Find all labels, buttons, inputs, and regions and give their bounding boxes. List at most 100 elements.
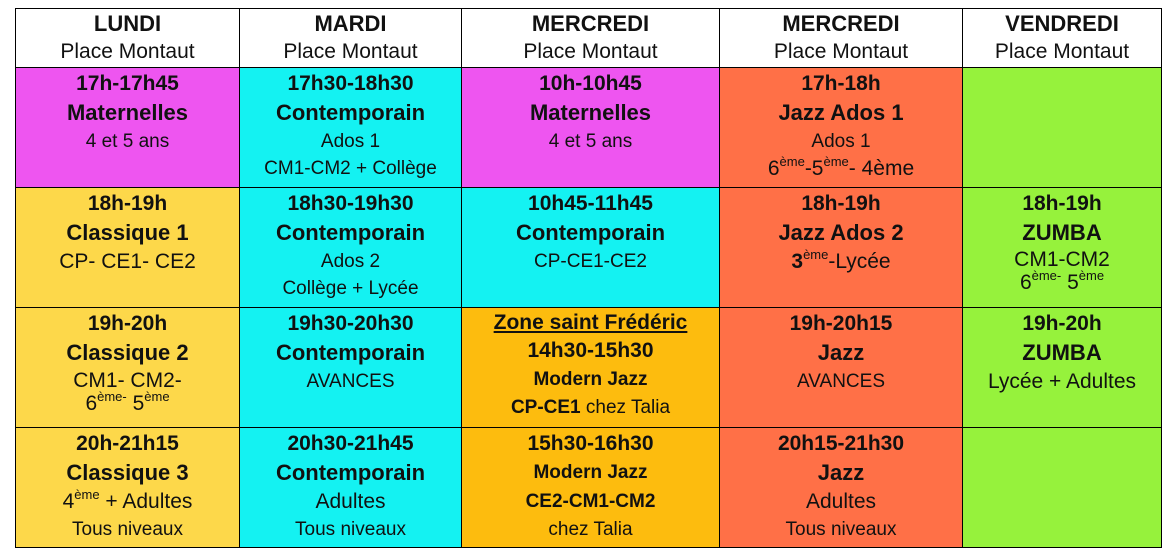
schedule-row: 17h-17h45 Maternelles 4 et 5 ans 17h30-1… [15,67,1162,189]
class-grade: 4ème + Adultes [62,487,193,514]
zone-title: Zone saint Frédéric [493,311,688,335]
header-row: LUNDI Place Montaut MARDI Place Montaut … [15,7,1162,69]
class-cell: 10h-10h45 Maternelles 4 et 5 ans [461,67,720,189]
class-level: Adultes [805,490,877,514]
class-time: 19h-20h [1022,312,1102,336]
class-time: 17h-18h [801,72,881,96]
class-level-detail: Tous niveaux [72,519,183,541]
class-time: 10h-10h45 [539,72,642,96]
class-level: CP-CE1 chez Talia [510,397,671,419]
class-level: Lycée + Adultes [987,370,1137,394]
class-name: Classique 1 [66,220,189,246]
class-cell: 15h30-16h30 Modern Jazz CE2-CM1-CM2 chez… [461,427,720,548]
class-level: Adultes [315,490,386,514]
class-time: 20h15-21h30 [777,432,905,456]
class-time: 17h30-18h30 [287,72,414,96]
class-time: 18h-19h [87,192,168,216]
day-name: MERCREDI [782,11,900,36]
class-time: 19h-20h15 [789,312,893,336]
class-time: 20h30-21h45 [287,432,414,456]
class-name: Contemporain [275,460,426,486]
class-name: ZUMBA [1022,220,1102,246]
class-level: AVANCES [306,371,395,393]
class-cell: 10h45-11h45 Contemporain CP-CE1-CE2 [461,187,720,309]
empty-cell [962,67,1162,189]
class-name: Classique 3 [66,460,189,486]
day-place: Place Montaut [523,40,658,63]
class-name: Jazz Ados 2 [778,220,904,246]
class-time: 14h30-15h30 [527,339,654,363]
class-name: Contemporain [275,220,426,246]
class-time: 20h-21h15 [76,432,179,456]
class-cell: 17h-18h Jazz Ados 1 Ados 1 6ème-5ème- 4è… [719,67,963,189]
class-level-detail: Tous niveaux [295,519,406,541]
class-grade: 6ème- 5ème [85,389,170,416]
day-name: MERCREDI [531,11,650,36]
class-grade: 3ème-Lycée [791,247,891,274]
class-cell: Zone saint Frédéric 14h30-15h30 Modern J… [461,307,720,429]
day-name: VENDREDI [1005,11,1119,36]
class-name: Contemporain [275,100,426,126]
schedule-row: 19h-20h Classique 2 CM1- CM2- 6ème- 5ème… [15,307,1162,429]
class-cell: 20h-21h15 Classique 3 4ème + Adultes Tou… [15,427,240,548]
class-cell: 20h30-21h45 Contemporain Adultes Tous ni… [239,427,462,548]
class-level: CM1-CM2 [1014,248,1110,272]
class-level-detail: Tous niveaux [785,519,897,541]
class-level: CE2-CM1-CM2 [525,491,656,513]
class-name: Modern Jazz [533,369,648,391]
class-name: Classique 2 [66,340,189,366]
class-name: Maternelles [66,100,189,126]
day-place: Place Montaut [60,40,195,63]
class-level: CP-CE1-CE2 [534,251,647,273]
class-name: Jazz [817,340,865,366]
class-level: CP- CE1- CE2 [59,250,196,274]
header-lundi: LUNDI Place Montaut [15,7,240,69]
class-name: Contemporain [275,340,426,366]
header-mercredi-1: MERCREDI Place Montaut [461,7,720,69]
class-level: CM1- CM2- [73,369,182,393]
class-level: AVANCES [797,371,885,393]
class-grade: 6ème-5ème- 4ème [767,154,915,181]
class-level-detail: chez Talia [548,519,633,541]
class-cell: 19h-20h15 Jazz AVANCES [719,307,963,429]
class-cell: 18h30-19h30 Contemporain Ados 2 Collège … [239,187,462,309]
class-cell: 18h-19h Classique 1 CP- CE1- CE2 [15,187,240,309]
class-time: 19h30-20h30 [287,312,414,336]
class-cell: 17h30-18h30 Contemporain Ados 1 CM1-CM2 … [239,67,462,189]
class-cell: 18h-19h Jazz Ados 2 3ème-Lycée [719,187,963,309]
schedule-row: 18h-19h Classique 1 CP- CE1- CE2 18h30-1… [15,187,1162,309]
class-time: 19h-20h [87,312,168,336]
class-cell: 18h-19h ZUMBA CM1-CM2 6ème- 5ème [962,187,1162,309]
header-mardi: MARDI Place Montaut [239,7,462,69]
class-cell: 20h15-21h30 Jazz Adultes Tous niveaux [719,427,963,548]
class-cell: 19h-20h Classique 2 CM1- CM2- 6ème- 5ème [15,307,240,429]
day-place: Place Montaut [283,40,418,63]
class-time: 17h-17h45 [76,72,179,96]
class-time: 18h-19h [801,192,881,216]
class-name: Maternelles [529,100,652,126]
class-cell: 19h-20h ZUMBA Lycée + Adultes [962,307,1162,429]
class-time: 18h-19h [1022,192,1102,216]
class-name: Jazz [817,460,865,486]
class-time: 10h45-11h45 [528,192,653,216]
class-cell: 19h30-20h30 Contemporain AVANCES [239,307,462,429]
day-place: Place Montaut [773,40,909,63]
class-level-detail: CM1-CM2 + Collège [264,158,437,180]
class-level: Ados 1 [320,131,381,153]
class-time: 15h30-16h30 [527,432,654,456]
class-cell: 17h-17h45 Maternelles 4 et 5 ans [15,67,240,189]
class-name: Modern Jazz [533,462,648,484]
empty-cell [962,427,1162,548]
schedule-table: LUNDI Place Montaut MARDI Place Montaut … [15,7,1162,548]
class-level: Ados 2 [320,251,381,273]
class-time: 18h30-19h30 [287,192,414,216]
header-vendredi: VENDREDI Place Montaut [962,7,1162,69]
day-name: LUNDI [93,11,162,36]
header-mercredi-2: MERCREDI Place Montaut [719,7,963,69]
class-level: Ados 1 [811,131,871,153]
class-level: 4 et 5 ans [85,131,170,153]
class-name: Jazz Ados 1 [778,100,904,126]
day-name: MARDI [314,11,387,36]
class-level-detail: Collège + Lycée [282,278,419,300]
day-place: Place Montaut [994,40,1130,63]
